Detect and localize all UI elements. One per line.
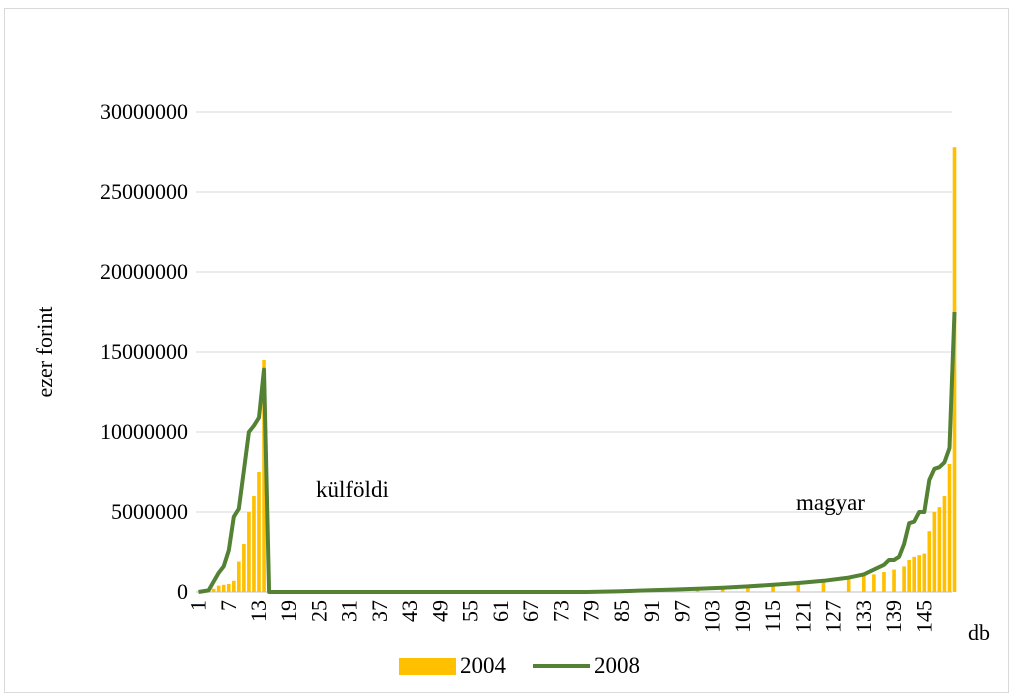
bar-2004	[882, 572, 886, 592]
x-tick-label: 13	[246, 600, 271, 622]
y-tick-label: 10000000	[100, 419, 188, 444]
line-2008	[198, 311, 957, 594]
bar-2004	[221, 584, 226, 592]
x-tick-label: 55	[458, 600, 483, 622]
bar-2004	[912, 556, 917, 592]
y-tick-label: 30000000	[100, 99, 188, 124]
bar-2004	[937, 507, 942, 592]
bar-2004	[942, 496, 947, 592]
x-tick-label: 31	[337, 600, 362, 622]
y-tick-label: 25000000	[100, 179, 188, 204]
bar-2004	[907, 560, 911, 592]
x-tick-label: 103	[700, 600, 725, 633]
x-tick-label: 121	[790, 600, 815, 633]
bar-2004	[262, 360, 266, 592]
x-tick-label: 85	[609, 600, 634, 622]
x-tick-label: 91	[639, 600, 664, 622]
y-tick-label: 0	[177, 579, 188, 604]
y-tick-label: 15000000	[100, 339, 188, 364]
bar-2004	[952, 147, 957, 592]
bar-2004	[917, 555, 922, 592]
bar-2004	[922, 553, 927, 592]
bar-2004	[861, 576, 866, 592]
x-tick-label: 73	[548, 600, 573, 622]
bar-2004	[257, 472, 261, 592]
x-axis-label: db	[968, 620, 990, 645]
bar-2004	[247, 512, 251, 592]
x-tick-label: 19	[276, 600, 301, 622]
line-path-2008	[198, 311, 957, 594]
bar-2004	[947, 464, 952, 592]
gridlines	[196, 111, 952, 593]
x-tick-label: 79	[579, 600, 604, 622]
x-tick-label: 49	[427, 600, 452, 622]
legend: 2004 2008	[399, 653, 640, 678]
x-tick-label: 37	[367, 600, 392, 622]
x-tick-label: 1	[186, 600, 211, 611]
x-tick-label: 127	[821, 600, 846, 633]
bar-2004	[846, 578, 851, 592]
x-tick-label: 97	[669, 600, 694, 622]
bar-2004	[242, 544, 246, 592]
bar-2004	[237, 561, 241, 592]
legend-swatch-2004	[399, 658, 456, 675]
bar-2004	[720, 588, 725, 592]
bar-2004	[226, 584, 231, 592]
x-tick-label: 61	[488, 600, 513, 622]
x-tick-label: 109	[730, 600, 755, 633]
y-tick-label: 20000000	[100, 259, 188, 284]
bar-2004	[771, 585, 775, 592]
x-tick-label: 133	[851, 600, 876, 633]
x-tick-label: 7	[216, 600, 241, 611]
legend-label-2004: 2004	[460, 653, 507, 678]
bar-2004	[927, 531, 932, 592]
bar-2004	[821, 581, 826, 592]
legend-label-2008: 2008	[594, 653, 640, 678]
y-tick-labels: 0 5000000 10000000 15000000 20000000 25000000…	[100, 99, 188, 604]
bar-2004	[231, 580, 236, 592]
x-tick-label: 67	[518, 600, 543, 622]
bar-2004	[746, 587, 750, 592]
x-tick-label: 115	[760, 600, 785, 632]
x-tick-label: 43	[397, 600, 422, 622]
bar-2004	[932, 512, 937, 592]
y-axis-label: ezer forint	[32, 307, 57, 398]
bars-2004	[206, 147, 957, 592]
x-tick-labels: 1 7 13 19 25 31 37 43 49 55 61 67 73 79 85 91 97 103 109 11…	[186, 600, 937, 633]
bar-2004	[872, 574, 876, 592]
x-tick-label: 139	[881, 600, 906, 633]
annotation-magyar: magyar	[796, 490, 865, 515]
bar-2004	[892, 569, 896, 592]
annotation-kulfoldi: külföldi	[316, 477, 389, 502]
y-tick-label: 5000000	[111, 499, 188, 524]
bar-2004	[796, 584, 801, 592]
bar-2004	[252, 496, 256, 592]
bar-2004	[211, 588, 216, 592]
x-tick-label: 145	[911, 600, 936, 633]
bar-2004	[902, 566, 906, 592]
x-tick-label: 25	[306, 600, 331, 622]
bar-2004	[216, 585, 221, 592]
